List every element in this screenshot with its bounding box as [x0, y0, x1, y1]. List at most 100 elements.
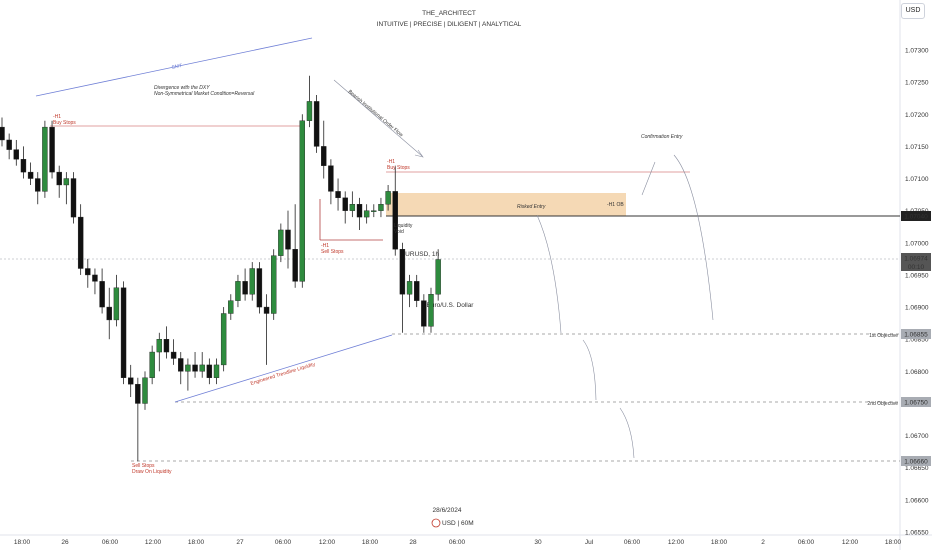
- key-level-tag: [901, 211, 931, 221]
- time-tick-label: 2: [761, 539, 765, 546]
- candle-up: [63, 178, 70, 186]
- candle-up: [156, 339, 163, 353]
- time-tick-label: 18:00: [711, 539, 728, 546]
- sell-stops-mid-label-2: Sell Stops: [321, 249, 344, 255]
- candle-up: [299, 120, 305, 282]
- candle-down: [178, 358, 184, 372]
- third-objective-tag: [901, 456, 931, 466]
- time-tick-label: 30: [534, 539, 542, 546]
- candle-down: [92, 274, 98, 282]
- time-tick-label: 06:00: [275, 539, 292, 546]
- candle-down: [399, 249, 406, 295]
- risked-entry-label: Risked Entry: [517, 204, 546, 210]
- candle-down: [392, 191, 398, 250]
- candle-up: [435, 259, 441, 295]
- candle-down: [321, 146, 327, 166]
- time-tick-label: Jul: [585, 539, 594, 546]
- candle-down: [192, 364, 198, 372]
- candle-up: [199, 364, 205, 372]
- time-tick-label: 06:00: [102, 539, 119, 546]
- time-tick-label: 18:00: [14, 539, 31, 546]
- candle-up: [142, 377, 148, 404]
- candle-down: [285, 229, 291, 250]
- time-tick-label: 06:00: [798, 539, 815, 546]
- currency-button[interactable]: USD: [901, 3, 925, 19]
- candle-down: [56, 171, 62, 186]
- price-tick-label: 1.07250: [905, 80, 929, 87]
- key-level-tag-text: 1.07040: [904, 214, 928, 221]
- time-tick-label: 18:00: [188, 539, 205, 546]
- last-price-tag-text: 1.06974: [904, 256, 928, 263]
- buy-stops-left-label-1: -H1: [53, 114, 61, 120]
- last-price-tag: [901, 253, 931, 271]
- candle-down: [20, 159, 27, 173]
- candle-up: [349, 204, 356, 211]
- trendline-liquidity-label: Engineered Trendline Liquidity: [250, 361, 317, 387]
- bearish-flow-arrow: [333, 79, 423, 157]
- candle-up: [378, 204, 384, 211]
- bearish-flow-arrowhead: [414, 149, 424, 158]
- divergence-label-2: Non-Symmetrical Market Condition=Reversa…: [154, 91, 255, 97]
- candle-down: [127, 377, 134, 385]
- candle-down: [328, 165, 334, 192]
- liquidity-void-label-2: Void: [394, 229, 404, 235]
- candle-down: [313, 101, 320, 147]
- price-tick-label: 1.07150: [905, 144, 929, 151]
- countdown-text: 00:10: [908, 264, 925, 271]
- second-objective-label: 2nd Objective: [867, 401, 898, 407]
- first-objective-label: 1st Objective: [869, 333, 898, 339]
- time-tick-label: 18:00: [885, 539, 902, 546]
- chart-tagline: INTUITIVE | PRECISE | DILIGENT | ANALYTI…: [377, 21, 522, 28]
- candle-down: [13, 149, 20, 160]
- time-tick-label: 28: [409, 539, 417, 546]
- projection-path-2: [673, 154, 714, 321]
- confirmation-entry-label: Confirmation Entry: [641, 134, 683, 140]
- bearish-flow-label: Bearish Institutional Order Flow: [347, 89, 405, 139]
- price-tick-label: 1.06950: [905, 272, 929, 279]
- candle-up: [149, 351, 155, 378]
- sell-stops-mid-label-1: -H1: [321, 243, 329, 249]
- footer-date: 28/6/2024: [433, 507, 462, 514]
- price-tick-label: 1.06850: [905, 337, 929, 344]
- time-tick-label: 12:00: [145, 539, 162, 546]
- second-objective-tag: [901, 397, 931, 407]
- candle-down: [414, 281, 420, 301]
- time-axis: 18:00 26 06:00 12:00 18:00 27 06:00 12:00 18:00 2…: [14, 539, 902, 546]
- candle-down: [27, 171, 34, 179]
- first-objective-tag-text: 1.06855: [904, 332, 928, 339]
- watermark-symbol: EURUSD, 1h: [401, 251, 440, 258]
- liquidity-void-label-1: Liquidity: [394, 223, 413, 229]
- watermark-name: Euro/U.S. Dollar: [427, 302, 475, 309]
- candle-up: [249, 268, 255, 295]
- price-tick-label: 1.06900: [905, 305, 929, 312]
- second-objective-tag-text: 1.06750: [904, 400, 928, 407]
- engineered-trendline: [174, 334, 393, 403]
- candle-up: [271, 255, 277, 314]
- candle-up: [371, 210, 377, 212]
- candle-up: [306, 101, 313, 121]
- chart-author: THE_ARCHITECT: [422, 10, 476, 17]
- candle-down: [135, 383, 141, 404]
- price-tick-label: 1.07200: [905, 112, 929, 119]
- candle-up: [220, 313, 227, 366]
- candle-down: [263, 306, 270, 314]
- candle-down: [356, 204, 363, 218]
- smt-divergence-line: [35, 37, 313, 97]
- candle-down: [85, 268, 91, 276]
- candle-up: [385, 191, 391, 205]
- time-tick-label: 12:00: [842, 539, 859, 546]
- candle-up: [428, 294, 434, 327]
- candle-down: [99, 281, 105, 308]
- candle-down: [120, 287, 127, 378]
- candle-down: [35, 178, 41, 192]
- candle-up: [228, 300, 234, 314]
- time-tick-label: 06:00: [449, 539, 466, 546]
- candle-down: [292, 249, 298, 282]
- candles-group: [0, 75, 441, 462]
- candle-up: [406, 281, 413, 295]
- candle-up: [113, 287, 120, 321]
- buy-stops-right-label-2: Buy Stops: [387, 165, 410, 171]
- candle-down: [206, 364, 213, 378]
- candle-down: [242, 281, 248, 295]
